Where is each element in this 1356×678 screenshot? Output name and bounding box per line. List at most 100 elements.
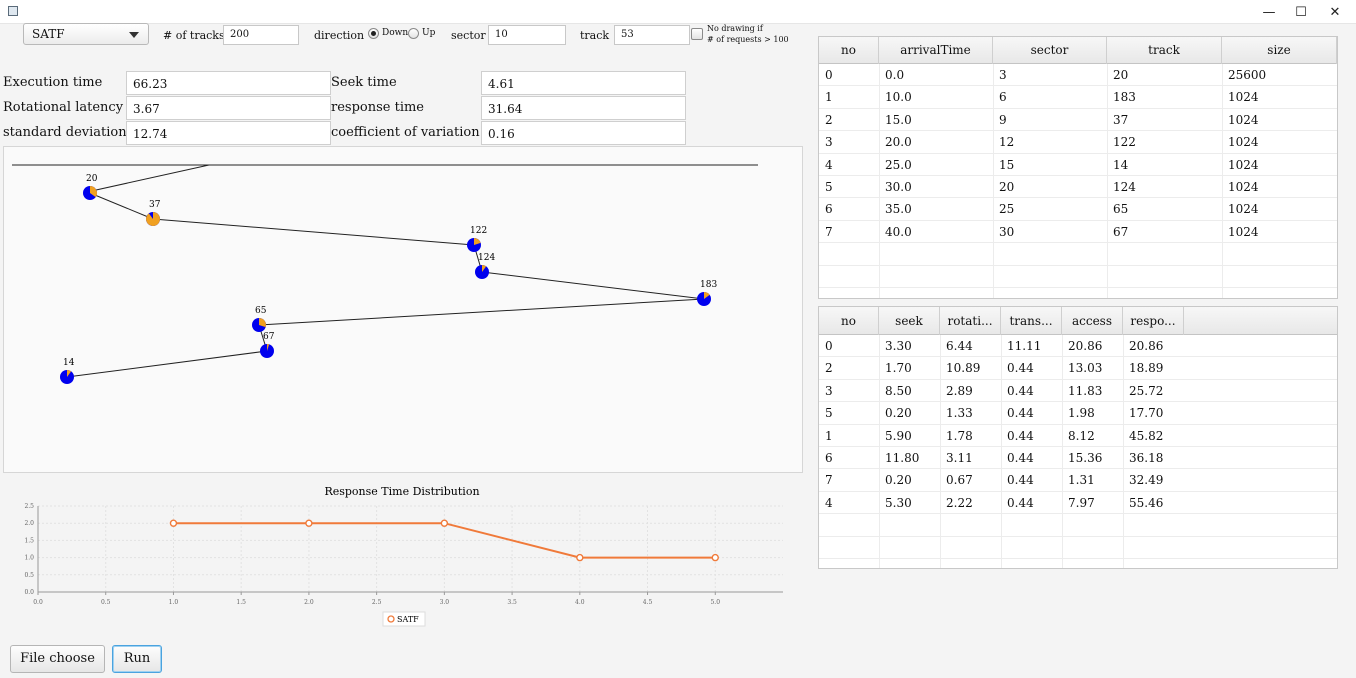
close-button[interactable]: ✕ bbox=[1329, 4, 1341, 20]
table-row[interactable]: 5 30.0 20 124 1024 bbox=[819, 176, 1337, 199]
column-header[interactable]: seek bbox=[879, 307, 940, 335]
table-cell: 1 bbox=[825, 90, 833, 105]
algorithm-select[interactable]: SATF bbox=[23, 23, 149, 45]
head-node-label: 37 bbox=[149, 200, 161, 210]
table-row bbox=[819, 514, 1337, 537]
table-row[interactable]: 1 5.90 1.78 0.44 8.12 45.82 bbox=[819, 425, 1337, 447]
table-row[interactable]: 5 0.20 1.33 0.44 1.98 17.70 bbox=[819, 402, 1337, 425]
table-cell: 20 bbox=[1113, 68, 1129, 82]
head-node-label: 65 bbox=[255, 306, 267, 316]
table-row[interactable]: 6 35.0 25 65 1024 bbox=[819, 198, 1337, 221]
table-cell: 1.78 bbox=[946, 428, 973, 443]
table-cell: 11.83 bbox=[1068, 383, 1103, 398]
head-node-slice bbox=[474, 238, 481, 245]
table-cell: 124 bbox=[1113, 180, 1136, 194]
x-tick-label: 3.5 bbox=[507, 599, 517, 606]
table-cell: 1024 bbox=[1228, 180, 1259, 194]
table-row[interactable]: 0 0.0 3 20 25600 bbox=[819, 64, 1337, 87]
run-button[interactable]: Run bbox=[112, 645, 162, 673]
results-table: no seek rotati... trans... access respo... 0 3… bbox=[818, 306, 1338, 569]
tracks-input[interactable]: 200 bbox=[223, 25, 299, 45]
app-icon bbox=[8, 6, 18, 16]
column-header[interactable]: track bbox=[1107, 37, 1222, 64]
table-row[interactable]: 6 11.80 3.11 0.44 15.36 36.18 bbox=[819, 447, 1337, 470]
column-header[interactable]: arrivalTime bbox=[879, 37, 993, 64]
table-cell: 13.03 bbox=[1068, 361, 1103, 376]
table-row[interactable]: 4 25.0 15 14 1024 bbox=[819, 154, 1337, 176]
table-cell: 35.0 bbox=[885, 202, 912, 217]
table-cell: 0.44 bbox=[1007, 428, 1034, 443]
table-row[interactable]: 2 1.70 10.89 0.44 13.03 18.89 bbox=[819, 357, 1337, 380]
direction-up-label: Up bbox=[422, 28, 436, 38]
seek-time-field: 4.61 bbox=[481, 71, 686, 95]
head-node-label: 67 bbox=[263, 332, 275, 342]
table-row[interactable]: 3 8.50 2.89 0.44 11.83 25.72 bbox=[819, 380, 1337, 403]
chevron-down-icon bbox=[129, 32, 139, 38]
direction-up-radio[interactable] bbox=[408, 28, 419, 39]
table-cell: 6 bbox=[825, 202, 833, 217]
legend-box bbox=[382, 611, 426, 627]
head-node-slice bbox=[259, 318, 266, 328]
table-cell: 2.89 bbox=[946, 383, 973, 398]
minimize-button[interactable]: — bbox=[1262, 4, 1276, 20]
x-tick-label: 3.0 bbox=[440, 599, 450, 606]
table-row[interactable]: 1 10.0 6 183 1024 bbox=[819, 86, 1337, 109]
head-node-slice bbox=[704, 292, 710, 299]
table-cell: 2 bbox=[825, 361, 833, 376]
table-row[interactable]: 2 15.0 9 37 1024 bbox=[819, 109, 1337, 132]
table-cell: 0.44 bbox=[1007, 383, 1034, 398]
series-point bbox=[576, 553, 584, 562]
column-header[interactable]: trans... bbox=[1001, 307, 1062, 335]
table-cell: 1024 bbox=[1228, 157, 1259, 172]
table-cell: 0.44 bbox=[1007, 361, 1034, 376]
execution-time-label: Execution time bbox=[3, 75, 103, 90]
y-tick-label: 0.5 bbox=[24, 572, 34, 579]
column-header[interactable]: access bbox=[1062, 307, 1123, 335]
column-header[interactable]: respo... bbox=[1123, 307, 1184, 335]
x-tick-label: 1.5 bbox=[236, 599, 246, 606]
table-row[interactable]: 0 3.30 6.44 11.11 20.86 20.86 bbox=[819, 335, 1337, 358]
rotational-latency-label: Rotational latency bbox=[3, 100, 124, 115]
direction-down-label: Down bbox=[382, 28, 409, 38]
rotational-latency-field: 3.67 bbox=[126, 96, 331, 120]
table-cell: 15.0 bbox=[885, 112, 912, 127]
table-cell: 0.44 bbox=[1007, 451, 1034, 465]
x-tick-label: 0.0 bbox=[33, 599, 43, 606]
table-cell: 20.86 bbox=[1129, 339, 1164, 353]
response-time-field: 31.64 bbox=[481, 96, 686, 120]
column-header[interactable]: no bbox=[819, 307, 879, 335]
column-divider bbox=[1222, 64, 1223, 298]
table-row[interactable]: 4 5.30 2.22 0.44 7.97 55.46 bbox=[819, 492, 1337, 515]
table-cell: 12 bbox=[999, 135, 1015, 150]
table-cell: 1024 bbox=[1228, 90, 1259, 105]
direction-down-radio[interactable] bbox=[368, 28, 379, 39]
table-cell: 5 bbox=[825, 180, 833, 194]
table-row[interactable]: 7 0.20 0.67 0.44 1.31 32.49 bbox=[819, 469, 1337, 492]
sector-label: sector bbox=[451, 29, 486, 42]
direction-label: direction bbox=[314, 29, 365, 42]
table-row[interactable]: 7 40.0 30 67 1024 bbox=[819, 221, 1337, 244]
y-tick-label: 1.0 bbox=[24, 555, 34, 562]
table-cell: 18.89 bbox=[1129, 361, 1164, 376]
table-cell: 1024 bbox=[1228, 135, 1259, 150]
no-drawing-checkbox[interactable] bbox=[691, 28, 703, 40]
standard-deviation-label: standard deviation bbox=[3, 125, 127, 140]
algorithm-select-value: SATF bbox=[32, 27, 65, 41]
column-header[interactable]: size bbox=[1222, 37, 1337, 64]
table-cell: 8.50 bbox=[885, 383, 912, 398]
maximize-button[interactable]: ☐ bbox=[1295, 4, 1307, 20]
file-choose-button[interactable]: File choose bbox=[10, 645, 105, 673]
table-cell: 1.98 bbox=[1068, 406, 1095, 421]
column-divider bbox=[993, 64, 994, 298]
table-cell: 25 bbox=[999, 202, 1015, 217]
column-header[interactable]: rotati... bbox=[940, 307, 1001, 335]
initial-path-segment bbox=[86, 164, 210, 193]
track-input[interactable]: 53 bbox=[614, 25, 690, 45]
table-row[interactable]: 3 20.0 12 122 1024 bbox=[819, 131, 1337, 154]
column-header[interactable]: no bbox=[819, 37, 879, 64]
path-segment bbox=[66, 350, 268, 378]
sector-input[interactable]: 10 bbox=[488, 25, 566, 45]
y-tick-label: 2.0 bbox=[24, 520, 34, 527]
table-cell: 1.31 bbox=[1068, 473, 1095, 488]
column-header[interactable]: sector bbox=[993, 37, 1107, 64]
